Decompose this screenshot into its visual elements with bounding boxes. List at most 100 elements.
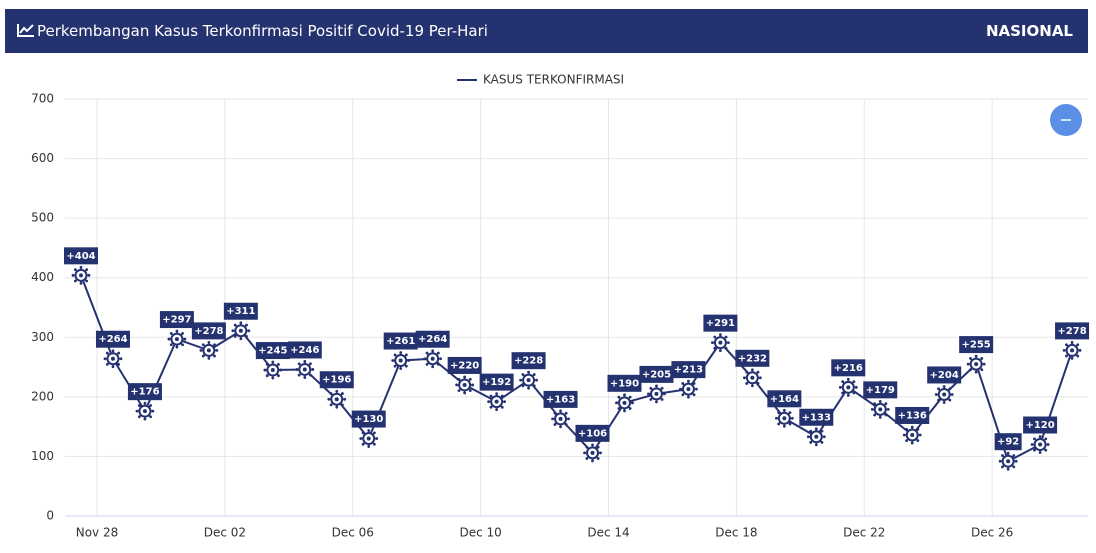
- virus-spike: [330, 398, 338, 406]
- virus-core: [334, 397, 339, 402]
- virus-spike-tip: [521, 373, 525, 376]
- virus-body: [234, 324, 248, 338]
- virus-spike: [847, 386, 855, 394]
- virus-spike-tip: [335, 389, 339, 393]
- virus-spike-tip: [934, 393, 938, 396]
- virus-spike-tip: [359, 437, 363, 440]
- virus-spike-tip: [1033, 437, 1036, 441]
- virus-spike-tip: [585, 457, 589, 460]
- virus-spike-tip: [948, 387, 952, 391]
- virus-spike-tip: [628, 407, 632, 410]
- virus-spike: [496, 401, 503, 408]
- value-label-box: [767, 390, 802, 408]
- virus-spike-tip: [215, 348, 219, 352]
- value-label-box: [735, 349, 770, 367]
- virus-spike-tip: [341, 392, 344, 395]
- virus-spike: [810, 430, 817, 438]
- virus-marker: [902, 425, 922, 445]
- virus-marker: [679, 379, 698, 399]
- virus-spike-tip: [361, 442, 365, 446]
- virus-spike-tip: [1078, 348, 1082, 352]
- virus-spike-tip: [367, 445, 371, 448]
- virus-body: [394, 354, 408, 368]
- y-tick-label: 300: [31, 330, 54, 344]
- virus-spike-tip: [431, 365, 435, 369]
- virus-spike-tip: [463, 391, 467, 395]
- virus-spike: [240, 324, 248, 332]
- virus-spike-tip: [551, 417, 554, 421]
- virus-spike-tip: [431, 349, 435, 353]
- virus-spike: [554, 418, 562, 426]
- virus-body: [713, 336, 727, 350]
- virus-spike-tip: [910, 425, 914, 429]
- virus-spike-tip: [559, 409, 562, 413]
- virus-spike-tip: [711, 341, 714, 345]
- virus-spike: [208, 344, 216, 351]
- virus-spike-tip: [279, 368, 283, 372]
- virus-spike-tip: [521, 384, 525, 388]
- value-label-box: [479, 373, 514, 391]
- virus-marker: [103, 349, 123, 369]
- virus-spike-tip: [681, 382, 685, 385]
- virus-spike: [106, 352, 114, 360]
- virus-spike-tip: [969, 357, 972, 360]
- virus-spike-tip: [719, 333, 722, 337]
- value-label-box: [671, 361, 706, 379]
- virus-spike-tip: [105, 351, 109, 355]
- virus-spike: [682, 382, 689, 390]
- virus-body: [745, 371, 759, 385]
- virus-spike-tip: [393, 353, 397, 357]
- virus-spike-tip: [806, 435, 810, 439]
- y-tick-label: 600: [31, 151, 54, 165]
- virus-body: [905, 428, 919, 442]
- virus-spike-tip: [1044, 448, 1048, 452]
- virus-spike-tip: [591, 459, 594, 463]
- virus-spike: [464, 384, 471, 392]
- virus-body: [554, 412, 568, 426]
- virus-marker: [870, 399, 890, 419]
- virus-spike-tip: [998, 459, 1002, 463]
- virus-spike-tip: [916, 427, 920, 431]
- virus-spike-tip: [329, 392, 333, 395]
- virus-spike-tip: [756, 370, 760, 374]
- virus-marker: [519, 370, 538, 390]
- virus-spike: [458, 378, 466, 386]
- virus-spike: [74, 269, 82, 276]
- virus-spike-tip: [1038, 435, 1042, 438]
- virus-marker: [1062, 340, 1082, 360]
- value-label-box: [895, 406, 930, 424]
- value-label: +120: [1025, 420, 1054, 431]
- virus-spike: [943, 388, 951, 396]
- x-tick-label: Dec 06: [332, 526, 374, 540]
- virus-spike-tip: [788, 422, 792, 426]
- virus-spike-tip: [425, 362, 429, 366]
- virus-spike: [1039, 438, 1047, 446]
- virus-spike-tip: [207, 340, 211, 344]
- virus-marker: [774, 408, 794, 428]
- virus-spike-tip: [105, 362, 109, 366]
- virus-spike: [298, 363, 306, 370]
- virus-spike-tip: [916, 439, 920, 443]
- value-label-box: [223, 302, 258, 320]
- virus-spike-tip: [309, 362, 312, 366]
- virus-spike: [1007, 460, 1015, 468]
- virus-marker: [806, 427, 826, 447]
- virus-core: [174, 337, 179, 342]
- virus-body: [298, 362, 312, 376]
- virus-spike-tip: [149, 415, 152, 419]
- virus-spike-tip: [137, 404, 141, 407]
- virus-core: [782, 416, 787, 421]
- virus-spike-tip: [309, 373, 312, 377]
- value-label: +220: [450, 360, 479, 371]
- virus-spike-tip: [233, 334, 237, 338]
- virus-spike: [522, 373, 530, 381]
- virus-core: [206, 348, 211, 353]
- collapse-button[interactable]: [1050, 104, 1082, 136]
- virus-spike-tip: [910, 441, 914, 445]
- virus-spike-tip: [457, 389, 461, 392]
- y-tick-label: 700: [31, 92, 54, 106]
- virus-core: [910, 432, 915, 437]
- value-label-box: [319, 371, 354, 389]
- virus-spike-tip: [687, 379, 690, 383]
